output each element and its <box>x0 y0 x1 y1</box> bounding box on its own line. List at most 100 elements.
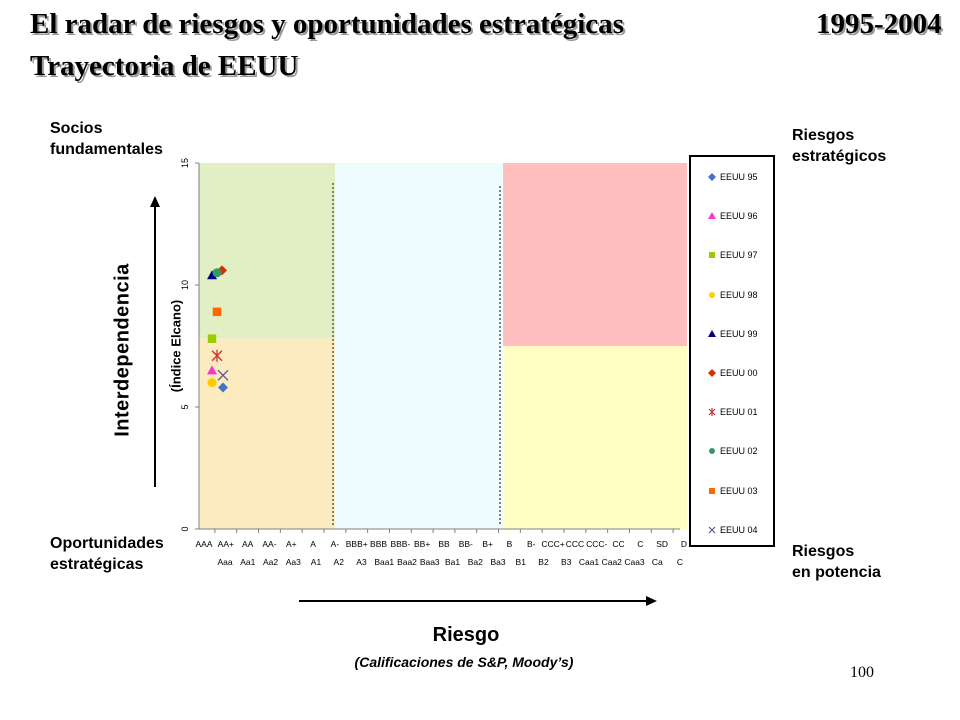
quadrant-socios-fundamentales <box>199 163 335 339</box>
x-tick-label-sp: AA+ <box>218 539 234 549</box>
x-tick-label-sp: CCC+ <box>541 539 564 549</box>
quadrant-riesgos-estrategicos <box>503 163 687 346</box>
legend-item: EEUU 95 <box>707 172 758 182</box>
x-tick-label-moodys: Caa1 <box>579 557 600 567</box>
quadrant-label-line: Riesgos <box>792 543 855 560</box>
quadrant-label-line: Socios <box>50 120 103 137</box>
legend-marker <box>708 329 716 337</box>
legend-item: EEUU 96 <box>707 211 758 221</box>
quadrant-label-line: en potencia <box>792 564 881 581</box>
legend-marker <box>708 526 716 534</box>
y-axis-sublabel: (Índice Elcano) <box>168 299 184 393</box>
x-tick-label-moodys: Ca <box>652 557 663 567</box>
legend-marker <box>709 252 715 259</box>
quadrant-label-socios: Socios fundamentales <box>50 118 163 160</box>
quadrant-label-riesgos-potencia: Riesgos en potencia <box>792 541 881 583</box>
quadrant-riesgos-potencia <box>503 346 687 529</box>
legend-marker <box>708 369 716 377</box>
legend-label: EEUU 00 <box>720 368 758 378</box>
legend-item: EEUU 04 <box>707 525 758 535</box>
x-tick-label-moodys: A3 <box>356 557 367 567</box>
x-tick-label-sp: AA- <box>262 539 276 549</box>
legend-item: EEUU 99 <box>707 329 758 339</box>
data-point <box>218 382 228 393</box>
x-tick-label-moodys: B1 <box>516 557 527 567</box>
x-tick-label-sp: B <box>507 539 513 549</box>
x-tick-label-moodys: Ba1 <box>445 557 460 567</box>
x-tick-label-sp: B- <box>527 539 536 549</box>
middle-band <box>335 163 503 529</box>
x-tick-label-moodys: Aa1 <box>240 557 255 567</box>
legend-marker <box>709 487 715 494</box>
chart-subtitle: Trayectoria de EEUU <box>30 50 299 82</box>
y-tick-label: 10 <box>180 280 190 290</box>
legend-item: EEUU 03 <box>707 486 758 496</box>
legend-label: EEUU 04 <box>720 524 758 535</box>
x-tick-label-moodys: B2 <box>538 557 549 567</box>
legend-label: EEUU 01 <box>720 407 758 418</box>
x-axis-label: Riesgo <box>432 624 500 646</box>
year-range: 1995-2004 <box>816 8 942 40</box>
x-tick-label-sp: BBB <box>370 539 387 549</box>
x-tick-label-sp: CC <box>612 539 624 549</box>
x-tick-label-sp: SD <box>656 539 668 549</box>
legend-item: EEUU 97 <box>707 250 758 260</box>
legend-label: EEUU 98 <box>720 289 758 300</box>
chart-title: El radar de riesgos y oportunidades estr… <box>30 8 624 40</box>
legend-marker <box>709 291 715 298</box>
legend-marker <box>708 212 716 220</box>
legend-label: EEUU 99 <box>720 328 758 339</box>
quadrant-label-line: Riesgos <box>792 127 855 144</box>
x-tick-label-moodys: Caa2 <box>602 557 623 567</box>
quadrant-label-line: estratégicos <box>792 148 887 165</box>
x-tick-label-sp: CCC- <box>586 539 607 549</box>
legend-label: EEUU 02 <box>720 446 758 457</box>
x-tick-label-moodys: Aaa <box>217 557 232 567</box>
x-tick-label-sp: A+ <box>286 539 297 549</box>
quadrant-label-oportunidades: Oportunidades estratégicas <box>50 533 164 575</box>
x-tick-label-sp: CCC <box>566 539 584 549</box>
x-tick-label-moodys: Caa3 <box>624 557 645 567</box>
x-tick-label-moodys: Ba3 <box>490 557 505 567</box>
chart-legend: EEUU 95 EEUU 96 EEUU 97 EEUU 98 EEUU 99 EEUU … <box>689 155 775 547</box>
x-tick-label-sp: C <box>637 539 643 549</box>
x-tick-label-sp: BBB+ <box>346 539 368 549</box>
quadrant-label-line: Oportunidades <box>50 535 164 552</box>
x-tick-label-sp: A <box>310 539 316 549</box>
legend-marker <box>709 448 715 455</box>
x-tick-label-moodys: Baa2 <box>397 557 417 567</box>
x-tick-label-moodys: B3 <box>561 557 572 567</box>
x-tick-label-moodys: Ba2 <box>468 557 483 567</box>
x-tick-label-sp: AAA <box>195 539 212 549</box>
quadrant-label-riesgos-estrategicos: Riesgos estratégicos <box>792 125 886 167</box>
legend-item: EEUU 98 <box>707 290 758 300</box>
data-point <box>212 307 222 317</box>
data-point <box>207 270 217 280</box>
legend-item: EEUU 02 <box>707 446 758 456</box>
data-point <box>207 378 217 388</box>
x-tick-label-sp: BB+ <box>414 539 430 549</box>
legend-label: EEUU 95 <box>720 172 758 182</box>
quadrant-label-line: estratégicas <box>50 556 144 573</box>
legend-item: EEUU 01 <box>707 407 758 417</box>
legend-label: EEUU 97 <box>720 250 758 261</box>
x-tick-label-sp: A- <box>331 539 340 549</box>
x-tick-label-moodys: A1 <box>311 557 322 567</box>
x-tick-label-moodys: Baa1 <box>374 557 394 567</box>
data-point <box>207 365 217 375</box>
quadrant-oportunidades-estrategicas <box>199 338 335 529</box>
x-tick-label-sp: AA <box>242 539 254 549</box>
data-point <box>211 349 223 362</box>
x-tick-label-sp: B+ <box>482 539 493 549</box>
x-tick-label-sp: BBB- <box>390 539 410 549</box>
y-tick-label: 15 <box>180 158 190 168</box>
y-axis-label: Interdependencia <box>111 263 134 437</box>
legend-label: EEUU 96 <box>720 211 758 222</box>
data-point <box>217 369 229 381</box>
quadrant-label-line: fundamentales <box>50 141 163 158</box>
legend-marker <box>708 173 716 181</box>
x-tick-label-moodys: A2 <box>334 557 345 567</box>
y-arrow-head <box>150 196 160 207</box>
x-tick-label-sp: BB <box>438 539 450 549</box>
